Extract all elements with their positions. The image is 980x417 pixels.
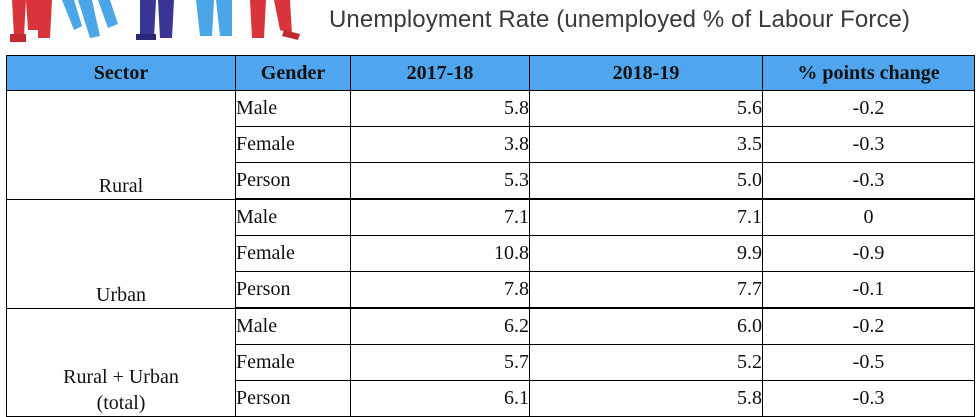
- column-header-sector: Sector: [6, 55, 236, 91]
- people-figures-illustration: [10, 0, 300, 42]
- value-2018-19-cell: 7.7: [529, 271, 763, 309]
- gender-cell: Female: [235, 235, 351, 272]
- value-2017-18-cell: 5.8: [350, 90, 530, 127]
- value-2017-18-cell: 5.7: [350, 344, 530, 381]
- table-row: Person 6.1 5.8 -0.3: [7, 380, 975, 417]
- value-2018-19-cell: 7.1: [529, 198, 763, 236]
- change-cell: 0: [762, 198, 975, 236]
- value-2018-19-cell: 5.8: [529, 380, 763, 417]
- gender-cell: Person: [235, 380, 351, 417]
- value-2018-19-cell: 6.0: [529, 307, 763, 345]
- value-2017-18-cell: 10.8: [350, 235, 530, 272]
- sector-label-line: (total): [96, 392, 146, 414]
- value-2018-19-cell: 5.2: [529, 344, 763, 381]
- table-row: Person 7.8 7.7 -0.1: [7, 271, 975, 309]
- change-cell: -0.3: [762, 126, 975, 163]
- table-header-row: Sector Gender 2017-18 2018-19 % points c…: [6, 55, 975, 91]
- value-2017-18-cell: 6.1: [350, 380, 530, 417]
- value-2018-19-cell: 5.0: [529, 162, 763, 200]
- column-header-points-change: % points change: [762, 55, 975, 91]
- gender-cell: Male: [235, 307, 351, 345]
- gender-cell: Female: [235, 344, 351, 381]
- value-2018-19-cell: 3.5: [529, 126, 763, 163]
- column-header-gender: Gender: [235, 55, 351, 91]
- change-cell: -0.5: [762, 344, 975, 381]
- sector-label-line: Rural + Urban: [63, 366, 179, 388]
- table-row: Female 3.8 3.5 -0.3: [7, 126, 975, 163]
- value-2017-18-cell: 7.1: [350, 198, 530, 236]
- change-cell: -0.2: [762, 90, 975, 127]
- gender-cell: Person: [235, 271, 351, 309]
- value-2018-19-cell: 5.6: [529, 90, 763, 127]
- value-2017-18-cell: 5.3: [350, 162, 530, 200]
- table-row: Person 5.3 5.0 -0.3: [7, 162, 975, 200]
- header: Unemployment Rate (unemployed % of Labou…: [0, 0, 980, 50]
- column-header-2018-19: 2018-19: [529, 55, 763, 91]
- gender-cell: Male: [235, 90, 351, 127]
- value-2017-18-cell: 3.8: [350, 126, 530, 163]
- value-2018-19-cell: 9.9: [529, 235, 763, 272]
- table-row: Female 10.8 9.9 -0.9: [7, 235, 975, 272]
- chart-title: Unemployment Rate (unemployed % of Labou…: [329, 6, 911, 33]
- gender-cell: Person: [235, 162, 351, 200]
- table-row: Urban Male 7.1 7.1 0: [6, 198, 975, 309]
- table-row: Rural + Urban (total) Male 6.2 6.0 -0.2: [6, 307, 975, 417]
- unemployment-table: Sector Gender 2017-18 2018-19 % points c…: [6, 55, 975, 417]
- column-header-2017-18: 2017-18: [350, 55, 530, 91]
- change-cell: -0.9: [762, 235, 975, 272]
- change-cell: -0.3: [762, 380, 975, 417]
- sector-cell-rural: Rural: [6, 90, 236, 200]
- table-row: Rural Male 5.8 5.6 -0.2: [6, 90, 975, 200]
- change-cell: -0.3: [762, 162, 975, 200]
- change-cell: -0.1: [762, 271, 975, 309]
- gender-cell: Male: [235, 198, 351, 236]
- value-2017-18-cell: 6.2: [350, 307, 530, 345]
- table-row: Female 5.7 5.2 -0.5: [7, 344, 975, 381]
- value-2017-18-cell: 7.8: [350, 271, 530, 309]
- sector-cell-urban: Urban: [6, 198, 236, 309]
- sector-cell-total: Rural + Urban (total): [6, 307, 236, 417]
- gender-cell: Female: [235, 126, 351, 163]
- change-cell: -0.2: [762, 307, 975, 345]
- table-body: Rural Male 5.8 5.6 -0.2 Female 3.8 3.5 -…: [6, 90, 975, 417]
